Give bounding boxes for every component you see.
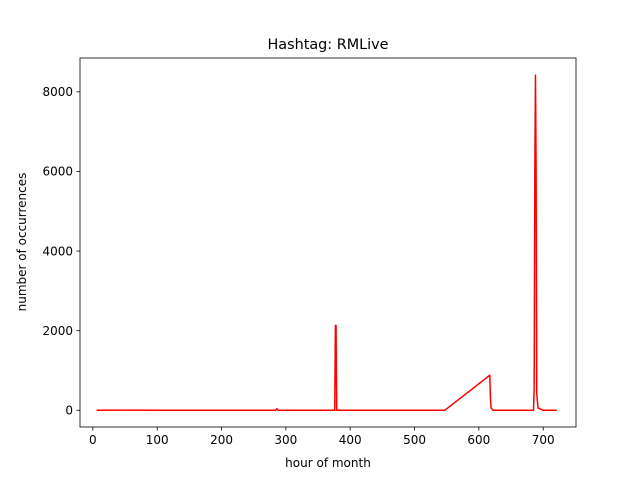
series-layer — [96, 74, 557, 412]
axes: 0 100 200 300 400 500 600 700 0 2000 4000 6000 8000 — [42, 57, 577, 447]
x-tick-label: 0 — [89, 433, 97, 447]
y-tick-label: 0 — [65, 404, 73, 418]
x-tick-label: 100 — [146, 433, 169, 447]
x-axis-title: hour of month — [285, 456, 371, 470]
x-tick-label: 300 — [274, 433, 297, 447]
plot-area — [80, 58, 576, 427]
series-line-0 — [96, 74, 557, 412]
y-tick-label: 2000 — [42, 324, 73, 338]
y-axis-title: number of occurrences — [15, 173, 29, 312]
axes-frame — [79, 57, 577, 428]
x-tick-label: 600 — [467, 433, 490, 447]
y-tick-label: 6000 — [42, 165, 73, 179]
y-tick-label: 8000 — [42, 85, 73, 99]
x-tick-label: 400 — [339, 433, 362, 447]
x-tick-label: 500 — [403, 433, 426, 447]
x-tick-label: 700 — [532, 433, 555, 447]
chart-title: Hashtag: RMLive — [267, 37, 388, 53]
plot-background — [80, 58, 576, 427]
x-tick-label: 200 — [210, 433, 233, 447]
y-tick-label: 4000 — [42, 244, 73, 258]
